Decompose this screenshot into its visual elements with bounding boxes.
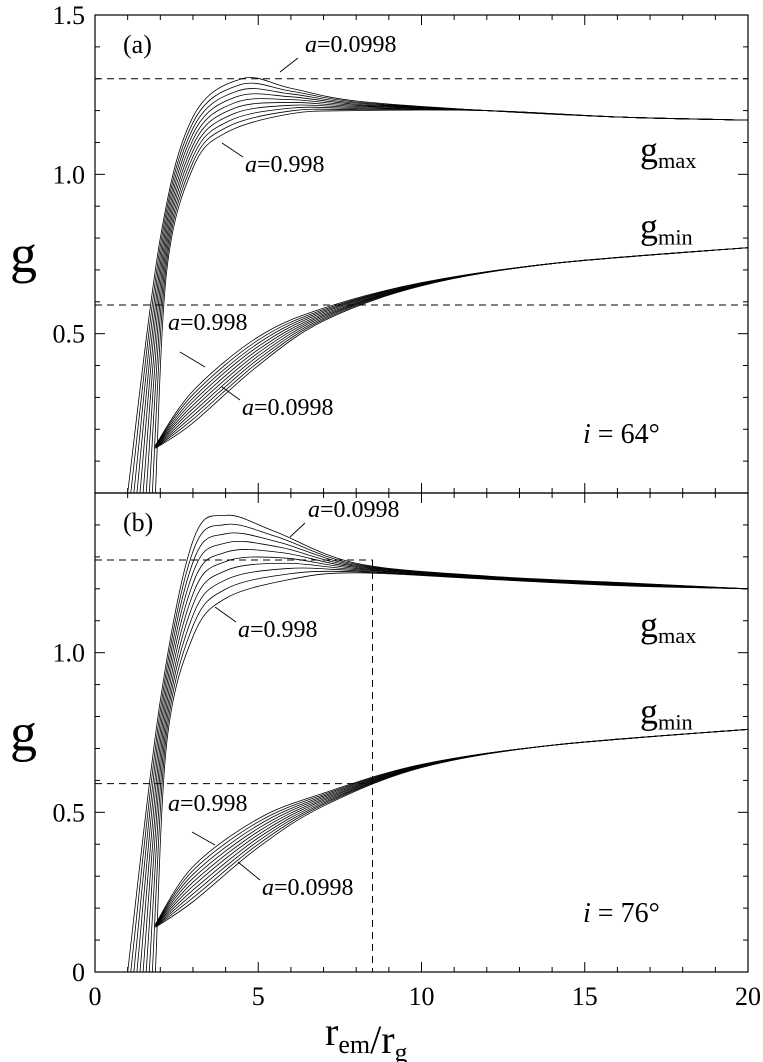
y-tick-label: 0.5 <box>53 798 86 827</box>
spin-label-upper-low: a=0.998 <box>238 617 318 643</box>
x-tick-label: 10 <box>409 982 435 1011</box>
panel-label: (b) <box>123 508 153 537</box>
annotation-arrow <box>279 57 299 73</box>
spin-label-lower-high: a=0.998 <box>168 310 248 336</box>
y-tick-label: 0 <box>72 958 85 987</box>
spin-label-top: a=0.0998 <box>305 32 397 58</box>
gmax-label: gmax <box>640 605 696 648</box>
x-tick-label: 15 <box>572 982 598 1011</box>
annotation-arrow <box>221 386 241 401</box>
spin-label-top: a=0.0998 <box>308 497 400 523</box>
gmin-label: gmin <box>640 207 693 250</box>
gmax-label: gmax <box>640 130 696 173</box>
annotation-arrow <box>179 351 206 368</box>
x-tick-label: 20 <box>735 982 761 1011</box>
panel-b: 0 0.5 1.0 0 5 10 15 20 g (b) i = 76° gmax gmin a=0.09… <box>10 492 761 1011</box>
y-tick-label: 1.0 <box>53 160 86 189</box>
gmin-label: gmin <box>640 691 693 734</box>
x-axis-label-text: rem/rg <box>325 1009 408 1062</box>
gmin-curve <box>155 728 749 925</box>
annotation-arrow <box>191 831 216 846</box>
x-axis-label: rem/rg <box>325 1009 408 1062</box>
spin-label-lower-low: a=0.0998 <box>262 875 354 901</box>
y-axis-label: g <box>10 703 37 763</box>
y-tick-label: 1.0 <box>53 639 86 668</box>
y-tick-label: 1.5 <box>53 1 86 30</box>
x-tick-label: 5 <box>252 982 265 1011</box>
gmin-curve <box>155 247 749 449</box>
inclination-label: i = 76° <box>583 898 660 929</box>
y-axis-label: g <box>10 224 37 284</box>
inclination-label: i = 64° <box>583 419 660 450</box>
spin-label-lower-low: a=0.0998 <box>242 395 334 421</box>
annotation-arrow <box>237 861 261 881</box>
gmin-curve <box>155 728 749 928</box>
gmax-curve <box>155 572 749 973</box>
annotation-arrow <box>221 142 244 158</box>
panel-a: 0.5 1.0 1.5 g (a) i = 64° gmax gmin a=0.0998 a=0.… <box>10 1 749 494</box>
annotation-arrow <box>214 606 237 623</box>
x-tick-label: 0 <box>89 982 102 1011</box>
panel-label: (a) <box>123 30 152 59</box>
spin-label-lower-high: a=0.998 <box>168 791 248 817</box>
annotation-arrow <box>289 522 306 538</box>
spin-label-upper-low: a=0.998 <box>245 152 325 178</box>
gmax-curve <box>155 109 749 494</box>
y-tick-label: 0.5 <box>53 320 86 349</box>
